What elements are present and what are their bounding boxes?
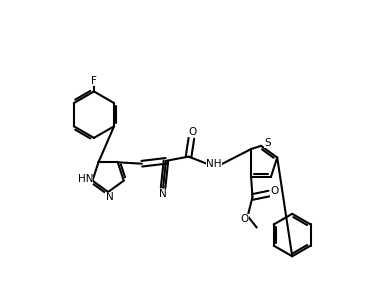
Text: N: N [106,192,114,202]
Text: O: O [270,186,278,196]
Text: S: S [264,138,271,148]
Text: N: N [159,189,167,199]
Text: HN: HN [78,174,93,184]
Text: O: O [189,127,197,137]
Text: F: F [91,76,97,86]
Text: O: O [241,214,249,224]
Text: NH: NH [206,159,222,169]
